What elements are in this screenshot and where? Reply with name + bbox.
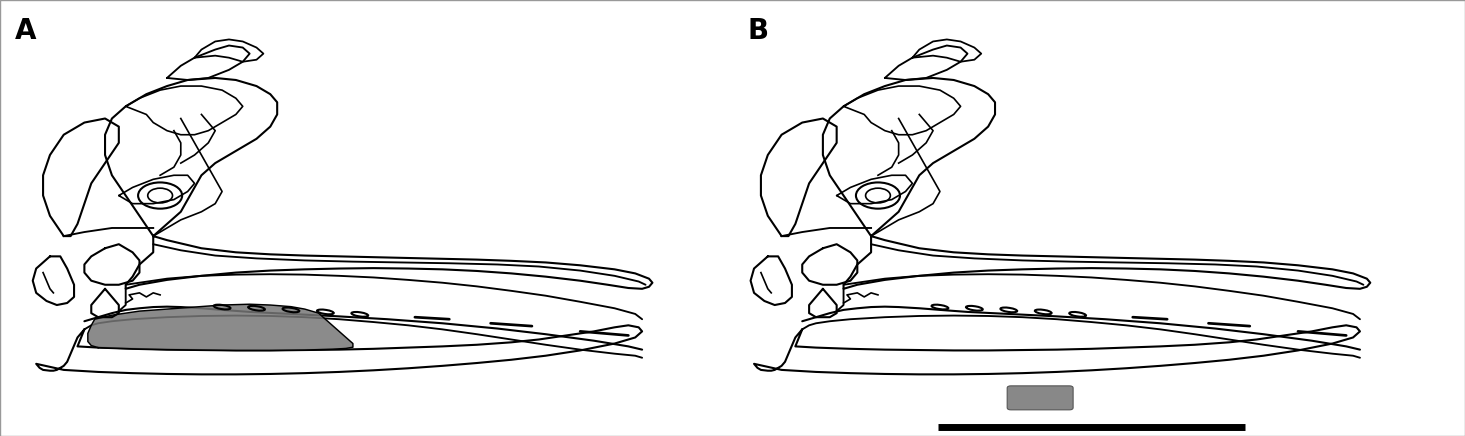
FancyBboxPatch shape — [1008, 386, 1072, 410]
Text: B: B — [747, 17, 768, 45]
Text: A: A — [15, 17, 37, 45]
Polygon shape — [88, 304, 353, 351]
